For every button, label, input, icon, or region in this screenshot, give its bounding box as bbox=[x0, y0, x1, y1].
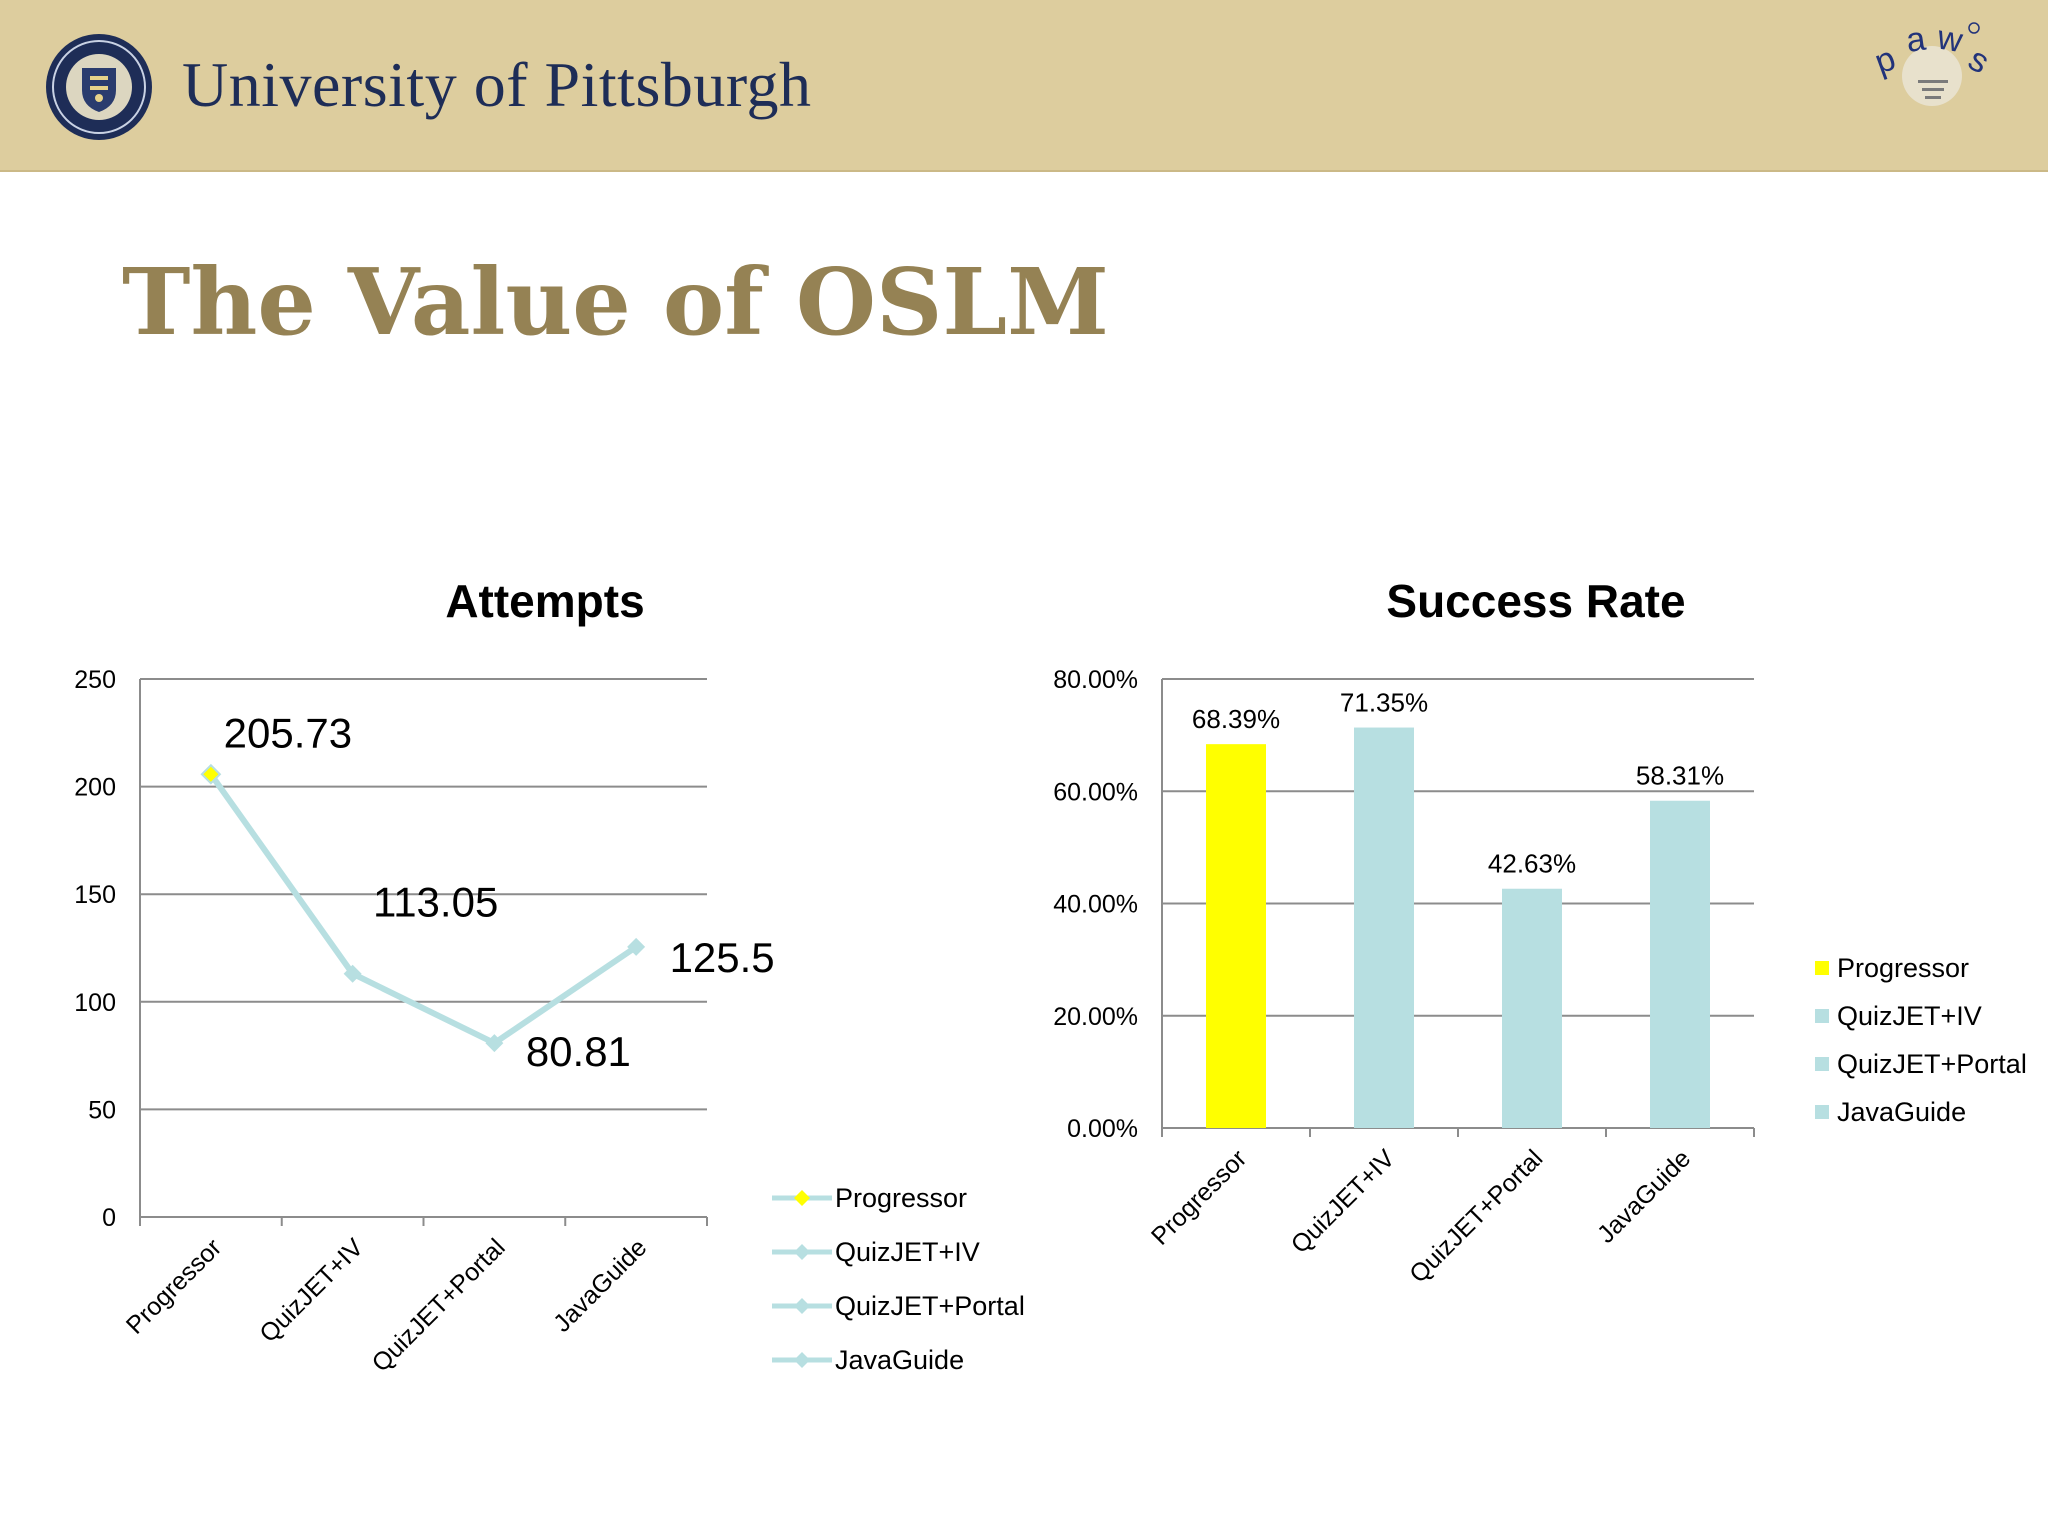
legend-label: JavaGuide bbox=[1837, 1097, 1966, 1127]
bar bbox=[1502, 889, 1562, 1128]
data-label: 58.31% bbox=[1636, 761, 1724, 791]
y-tick-label: 150 bbox=[74, 881, 116, 909]
bar bbox=[1650, 801, 1710, 1128]
paws-logo-icon: p a w s bbox=[1870, 14, 2000, 124]
y-tick-label: 20.00% bbox=[1053, 1003, 1138, 1031]
y-tick-label: 0 bbox=[102, 1204, 116, 1232]
x-tick-label: Progressor bbox=[1146, 1144, 1252, 1250]
data-labels: 68.39% 71.35% 42.63% 58.31% bbox=[1192, 688, 1724, 879]
x-tick-label: Progressor bbox=[121, 1233, 227, 1339]
legend-swatch bbox=[1815, 1057, 1829, 1071]
svg-text:w: w bbox=[1934, 18, 1966, 60]
legend-marker bbox=[794, 1190, 810, 1206]
chart-title: Attempts bbox=[445, 575, 644, 627]
data-label: 71.35% bbox=[1340, 688, 1428, 718]
legend-label: QuizJET+IV bbox=[1837, 1001, 1982, 1031]
slide-title: The Value of OSLM bbox=[122, 248, 1109, 356]
data-label: 125.5 bbox=[670, 934, 775, 981]
svg-text:p: p bbox=[1870, 39, 1901, 81]
legend-marker bbox=[794, 1352, 810, 1368]
data-label: 113.05 bbox=[373, 879, 498, 926]
bar bbox=[1354, 728, 1414, 1128]
legend-label: QuizJET+IV bbox=[835, 1237, 980, 1267]
y-tick-label: 100 bbox=[74, 989, 116, 1017]
success-rate-bar-chart: Success Rate 0.00% 20.00% 40.00% 60.00% 80.0… bbox=[1000, 560, 2048, 1420]
data-label: 205.73 bbox=[224, 709, 352, 756]
y-tick-label: 200 bbox=[74, 774, 116, 802]
y-tick-label: 80.00% bbox=[1053, 666, 1138, 694]
legend-swatch bbox=[1815, 1009, 1829, 1023]
legend-marker bbox=[794, 1298, 810, 1314]
legend-label: QuizJET+Portal bbox=[1837, 1049, 2027, 1079]
y-tick-label: 0.00% bbox=[1067, 1115, 1138, 1143]
legend-label: QuizJET+Portal bbox=[835, 1291, 1024, 1321]
svg-text:s: s bbox=[1962, 40, 1996, 81]
chart-axes bbox=[140, 679, 707, 1226]
x-tick-label: JavaGuide bbox=[1592, 1144, 1696, 1248]
data-label: 42.63% bbox=[1488, 849, 1576, 879]
bar bbox=[1206, 744, 1266, 1128]
x-tick-label: QuizJET+Portal bbox=[1404, 1144, 1548, 1288]
y-tick-label: 60.00% bbox=[1053, 778, 1138, 806]
legend-label: Progressor bbox=[1837, 953, 1969, 983]
legend-label: JavaGuide bbox=[835, 1345, 964, 1375]
x-tick-label: QuizJET+IV bbox=[254, 1233, 369, 1348]
svg-text:a: a bbox=[1904, 20, 1928, 60]
x-tick-label: JavaGuide bbox=[548, 1233, 652, 1337]
chart-legend: Progressor QuizJET+IV QuizJET+Portal JavaGu… bbox=[772, 1183, 1024, 1375]
data-label: 68.39% bbox=[1192, 704, 1280, 734]
bars bbox=[1206, 728, 1710, 1128]
legend-swatch bbox=[1815, 1105, 1829, 1119]
y-tick-label: 250 bbox=[74, 666, 116, 694]
data-label: 80.81 bbox=[526, 1028, 631, 1075]
university-seal-icon bbox=[44, 32, 154, 142]
x-tick-label: QuizJET+IV bbox=[1286, 1144, 1401, 1259]
y-tick-label: 40.00% bbox=[1053, 891, 1138, 919]
legend-label: Progressor bbox=[835, 1183, 967, 1213]
chart-legend: Progressor QuizJET+IV QuizJET+Portal JavaGu… bbox=[1815, 953, 2027, 1127]
chart-title: Success Rate bbox=[1386, 575, 1685, 627]
legend-swatch bbox=[1815, 961, 1829, 975]
data-labels: 205.73 113.05 80.81 125.5 bbox=[224, 709, 775, 1075]
x-tick-label: QuizJET+Portal bbox=[367, 1233, 511, 1377]
legend-marker bbox=[794, 1244, 810, 1260]
university-name: University of Pittsburgh bbox=[182, 48, 812, 122]
header-banner: University of Pittsburgh p a w s bbox=[0, 0, 2048, 172]
attempts-line-chart: Attempts 0 50 100 150 200 250 Progressor QuizJ… bbox=[0, 560, 1024, 1420]
y-tick-labels: 0.00% 20.00% 40.00% 60.00% 80.00% bbox=[1053, 666, 1138, 1143]
y-tick-label: 50 bbox=[88, 1096, 116, 1124]
y-tick-labels: 0 50 100 150 200 250 bbox=[74, 666, 116, 1232]
